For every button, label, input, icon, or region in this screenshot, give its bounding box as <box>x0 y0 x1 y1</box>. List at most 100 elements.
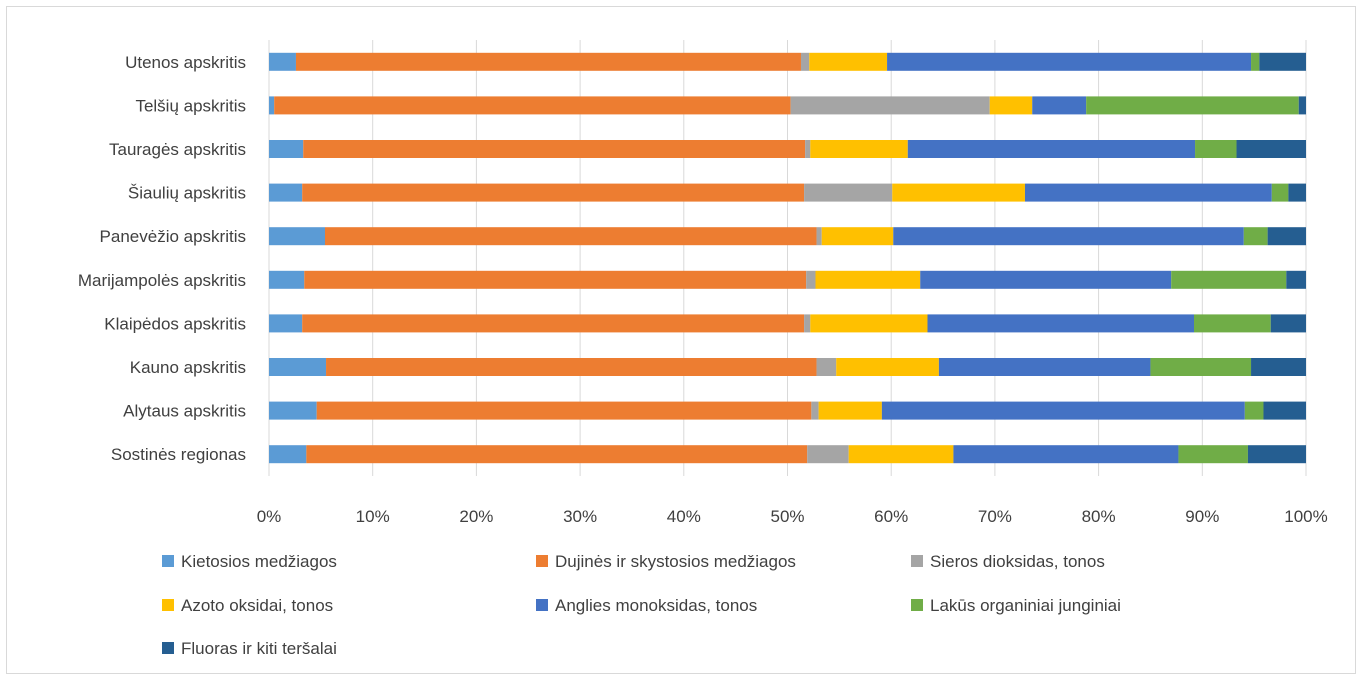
bar-segment <box>989 96 1033 115</box>
legend-label: Azoto oksidai, tonos <box>181 596 333 615</box>
bar-segment <box>818 401 882 420</box>
x-tick-label: 100% <box>1284 507 1327 526</box>
bar-segment <box>1032 96 1087 115</box>
bar-segment <box>927 314 1195 333</box>
bar-segment <box>316 401 812 420</box>
x-tick-label: 20% <box>459 507 493 526</box>
bar-segment <box>810 140 908 158</box>
bar-segment <box>1150 358 1252 376</box>
bar-segment <box>1251 358 1306 376</box>
bar-segment <box>1243 227 1268 246</box>
bar-segment <box>893 227 1244 246</box>
bar-segment <box>816 358 837 376</box>
bar-segment <box>809 52 888 71</box>
bar-segment <box>269 96 275 115</box>
chart-frame <box>6 6 1356 674</box>
legend-swatch <box>162 642 174 654</box>
x-tick-label: 40% <box>667 507 701 526</box>
bar-segment <box>816 227 822 246</box>
category-label: Panevėžio apskritis <box>100 227 246 246</box>
bar-segment <box>1271 183 1289 202</box>
category-label: Klaipėdos apskritis <box>104 314 246 333</box>
bar-segment <box>306 445 808 464</box>
bar-segment <box>848 445 954 464</box>
bar-segment <box>269 227 325 246</box>
bar-segment <box>269 183 303 202</box>
category-label: Kauno apskritis <box>130 358 246 377</box>
bar-segment <box>807 445 849 464</box>
bar-segment <box>938 358 1151 376</box>
bar-segment <box>804 183 893 202</box>
bar-segment <box>1195 140 1237 158</box>
bar-segment <box>1244 401 1264 420</box>
bar-segment <box>269 140 304 158</box>
x-tick-label: 80% <box>1082 507 1116 526</box>
bar-segment <box>806 270 816 289</box>
bar-segment <box>953 445 1179 464</box>
bar-segment <box>1171 270 1287 289</box>
bar-segment <box>821 227 894 246</box>
legend-label: Anglies monoksidas, tonos <box>555 596 757 615</box>
bar-segment <box>811 401 819 420</box>
bar-segment <box>1267 227 1306 246</box>
category-label: Alytaus apskritis <box>123 402 246 421</box>
category-labels: Utenos apskritis Telšių apskritis Tauragės… <box>78 53 246 464</box>
bar-segment <box>269 358 327 376</box>
bar-segment <box>1298 96 1306 115</box>
bar-segment <box>800 52 810 71</box>
bar-segment <box>907 140 1196 158</box>
bar-segment <box>1178 445 1248 464</box>
bar-segment <box>1259 52 1306 71</box>
category-label: Telšių apskritis <box>135 96 246 115</box>
bars <box>269 52 1306 464</box>
x-tick-label: 30% <box>563 507 597 526</box>
bar-segment <box>1024 183 1272 202</box>
category-label: Sostinės regionas <box>111 445 246 464</box>
bar-segment <box>304 270 807 289</box>
bar-segment <box>269 445 307 464</box>
category-label: Šiaulių apskritis <box>128 184 246 203</box>
bar-segment <box>887 52 1252 71</box>
bar-segment <box>274 96 791 115</box>
bar-segment <box>804 314 811 333</box>
legend-swatch <box>536 555 548 567</box>
x-tick-label: 90% <box>1185 507 1219 526</box>
bar-segment <box>269 401 317 420</box>
x-axis-tick-labels: 0% 10% 20% 30% 40% 50% 60% 70% 80% 90% 100% <box>257 507 1328 526</box>
legend-swatch <box>911 555 923 567</box>
bar-segment <box>1286 270 1306 289</box>
category-label: Utenos apskritis <box>125 53 246 72</box>
bar-segment <box>269 52 296 71</box>
bar-segment <box>805 140 811 158</box>
bar-segment <box>1270 314 1306 333</box>
bar-segment <box>269 270 305 289</box>
bar-segment <box>1251 52 1260 71</box>
legend-label: Sieros dioksidas, tonos <box>930 552 1105 571</box>
bar-segment <box>1194 314 1271 333</box>
bar-segment <box>810 314 928 333</box>
legend-label: Dujinės ir skystosios medžiagos <box>555 552 796 571</box>
legend-swatch <box>536 599 548 611</box>
bar-segment <box>815 270 921 289</box>
bar-segment <box>269 314 303 333</box>
bar-segment <box>303 140 806 158</box>
bar-segment <box>790 96 990 115</box>
bar-segment <box>302 183 805 202</box>
bar-segment <box>1247 445 1306 464</box>
x-tick-label: 0% <box>257 507 282 526</box>
bar-segment <box>836 358 939 376</box>
bar-segment <box>302 314 805 333</box>
legend-label: Kietosios medžiagos <box>181 552 337 571</box>
bar-segment <box>920 270 1172 289</box>
category-label: Tauragės apskritis <box>109 140 246 159</box>
legend-swatch <box>162 599 174 611</box>
x-tick-label: 50% <box>770 507 804 526</box>
legend-swatch <box>162 555 174 567</box>
bar-segment <box>324 227 817 246</box>
legend-label: Fluoras ir kiti teršalai <box>181 639 337 658</box>
legend-swatch <box>911 599 923 611</box>
bar-segment <box>295 52 801 71</box>
bar-segment <box>1236 140 1306 158</box>
bar-segment <box>881 401 1245 420</box>
